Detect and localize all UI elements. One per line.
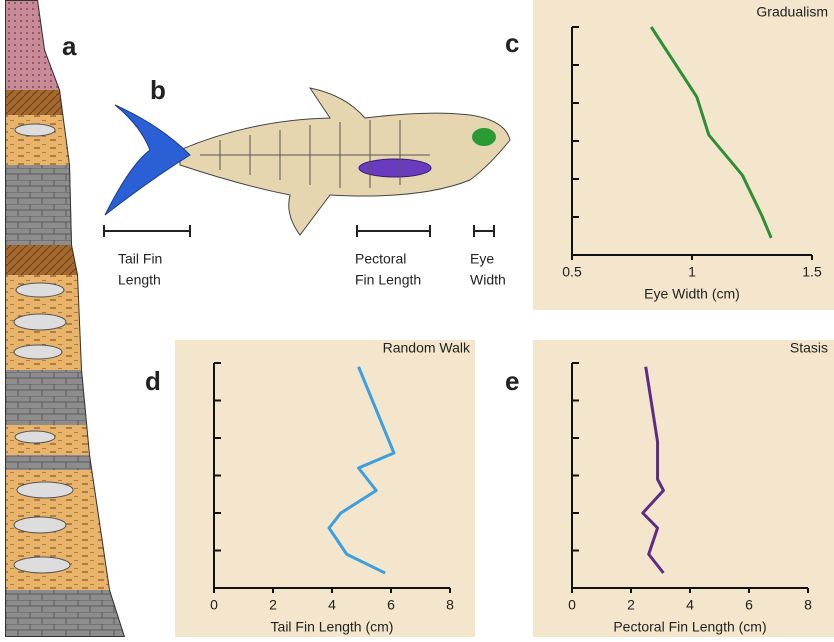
x-tick-label: 8 [804,597,812,613]
panel-label: c [505,28,519,58]
panel-label: e [505,366,519,396]
x-axis-label: Pectoral Fin Length (cm) [613,619,766,635]
x-tick-label: 4 [686,597,694,613]
x-tick-label: 8 [446,597,454,613]
panel-label: d [145,366,161,396]
data-line [641,366,665,574]
x-tick-label: 2 [627,597,635,613]
panel-bg [175,340,475,637]
x-axis-label: Eye Width (cm) [644,286,740,302]
x-tick-label: 6 [387,597,395,613]
panel-label: b [150,75,166,105]
x-tick-label: 1.5 [802,264,822,280]
x-tick-label: 4 [328,597,336,613]
measure-bars [103,225,495,237]
x-axis-label: Tail Fin Length (cm) [271,619,394,635]
chart-title: Gradualism [756,4,828,20]
fish [104,87,511,236]
x-tick-label: 0 [568,597,576,613]
data-line [327,366,396,575]
fish-label: Eye [470,251,494,267]
x-tick-label: 2 [269,597,277,613]
fish-label: Fin Length [355,272,421,288]
chart-title: Stasis [790,340,828,356]
x-tick-label: 1 [688,264,696,280]
strat-column [5,0,125,637]
panel-label: a [62,31,77,61]
x-tick-label: 0 [210,597,218,613]
fish-label: Tail Fin [118,251,162,267]
x-tick-label: 0.5 [562,264,582,280]
panel-bg [533,340,834,637]
panel-bg [533,0,834,310]
fish-label: Width [470,272,506,288]
fish-label: Pectoral [355,251,406,267]
chart-title: Random Walk [383,340,471,356]
fish-label: Length [118,272,161,288]
x-tick-label: 6 [745,597,753,613]
data-line [649,26,773,239]
